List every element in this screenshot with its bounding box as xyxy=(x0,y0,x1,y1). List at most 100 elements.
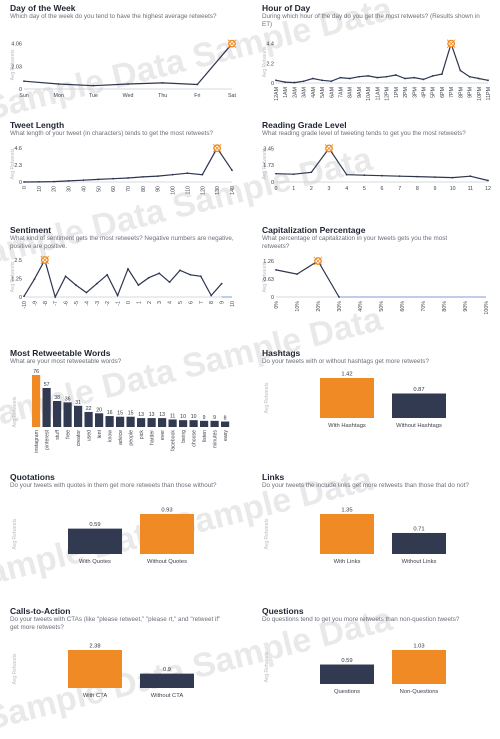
data-point xyxy=(127,177,129,179)
data-point xyxy=(275,268,277,271)
y-tick-label: 4.06 xyxy=(11,42,22,48)
panel-title: Day of the Week xyxy=(10,3,76,13)
y-tick-label: 0 xyxy=(271,180,274,186)
word-bar xyxy=(42,388,51,427)
comparison-bar xyxy=(140,673,194,688)
word-bar xyxy=(210,420,219,427)
word-label: minutes xyxy=(213,430,219,449)
y-tick-label: 0 xyxy=(19,180,22,186)
x-tick-label: 60 xyxy=(111,186,117,192)
x-tick-label: Sun xyxy=(19,93,28,99)
panel-subtitle: What percentage of capitalization in you… xyxy=(262,235,448,250)
data-point xyxy=(168,281,171,284)
comparison-bar-label: With CTA xyxy=(83,693,108,699)
data-point xyxy=(137,284,140,287)
panel-subtitle: During which hour of the day do you get … xyxy=(262,13,480,28)
x-tick-label: 11 xyxy=(468,186,474,192)
x-tick-label: 0 xyxy=(126,301,132,304)
data-point xyxy=(469,175,472,178)
panel-capitalization: Capitalization Percentage What percentag… xyxy=(262,225,492,335)
comparison-bar-value: 0.59 xyxy=(341,658,352,664)
x-tick-label: -9 xyxy=(32,301,38,306)
x-tick-label: 8PM xyxy=(458,87,464,98)
x-tick-label: 4 xyxy=(168,301,174,304)
series-line xyxy=(23,43,233,87)
x-tick-label: 70 xyxy=(126,186,132,192)
retweetable-words-chart: Avg Retweets 76 instagram 57 pinterest 38 stuf… xyxy=(12,369,230,453)
word-bar-value: 9 xyxy=(213,415,216,421)
panel-subtitle: What kind of sentiment gets the most ret… xyxy=(10,235,234,250)
x-tick-label: -2 xyxy=(105,301,111,306)
y-axis-label: Avg Retweets xyxy=(264,382,270,413)
word-bar xyxy=(105,416,114,427)
data-point xyxy=(196,83,199,86)
panel-subtitle: Which day of the week do you tend to hav… xyxy=(10,13,217,20)
x-tick-label: 90 xyxy=(156,186,162,192)
word-bar-value: 9 xyxy=(203,415,206,421)
x-tick-label: 6AM xyxy=(329,87,335,98)
x-tick-label: 0% xyxy=(274,301,280,309)
word-bar-value: 15 xyxy=(117,411,123,417)
panel-title: Capitalization Percentage xyxy=(262,225,366,235)
data-point xyxy=(385,75,388,78)
y-axis-label: Avg Retweets xyxy=(262,261,268,292)
data-point xyxy=(147,276,150,279)
panel-subtitle: Do your tweets with CTAs (like "please r… xyxy=(10,616,221,631)
x-tick-label: -7 xyxy=(53,301,59,306)
word-bar-value: 13 xyxy=(159,412,165,418)
comparison-bar-label: With Quotes xyxy=(79,559,111,565)
word-bar xyxy=(95,413,104,427)
word-label: ever xyxy=(160,430,166,440)
x-tick-label: -5 xyxy=(74,301,80,306)
y-tick-label: 2.03 xyxy=(11,64,22,70)
x-tick-label: 4 xyxy=(345,186,348,192)
x-tick-label: 10 xyxy=(450,186,456,192)
data-point xyxy=(116,294,119,297)
word-bar xyxy=(116,416,125,427)
comparison-bar xyxy=(68,528,122,554)
y-tick-label: 4.6 xyxy=(14,146,22,152)
word-label: facebook xyxy=(171,430,177,451)
panel-subtitle: What length of your tweet (in characters… xyxy=(10,130,213,137)
word-label: stuff xyxy=(55,429,61,439)
y-axis-label: Avg Retweets xyxy=(264,651,270,682)
data-point xyxy=(345,173,348,176)
panel-title: Quotations xyxy=(10,472,55,482)
comparison-bar-value: 1.35 xyxy=(341,508,352,514)
y-tick-label: 4.4 xyxy=(266,42,274,48)
comparison-bar xyxy=(392,532,446,554)
comparison-bar-value: 1.42 xyxy=(341,372,352,378)
x-tick-label: 0 xyxy=(22,186,28,189)
data-point xyxy=(441,73,443,75)
y-tick-label: 1.26 xyxy=(263,259,274,265)
x-tick-label: -10 xyxy=(22,301,28,309)
x-tick-label: 30 xyxy=(67,186,73,192)
data-point xyxy=(338,296,340,298)
x-tick-label: 140 xyxy=(230,186,236,195)
word-label: choose xyxy=(192,430,198,447)
x-tick-label: 11AM xyxy=(375,87,381,100)
x-tick-label: 8AM xyxy=(348,87,354,98)
x-tick-label: 9AM xyxy=(357,87,363,98)
x-tick-label: 1 xyxy=(292,186,295,192)
x-tick-label: 10 xyxy=(230,301,236,307)
data-point xyxy=(394,74,397,76)
data-point xyxy=(82,179,85,182)
comparison-bar xyxy=(320,514,374,554)
y-tick-label: 0 xyxy=(19,87,22,93)
x-tick-label: 7 xyxy=(199,301,205,304)
x-tick-label: 40% xyxy=(358,301,364,312)
word-bar xyxy=(84,411,93,427)
data-point xyxy=(54,296,57,298)
x-tick-label: 12PM xyxy=(385,87,391,101)
data-point xyxy=(363,174,366,177)
x-tick-label: 8 xyxy=(209,301,215,304)
data-point xyxy=(348,77,351,80)
x-tick-label: -4 xyxy=(84,301,90,306)
word-bar xyxy=(189,420,198,427)
y-axis-label: Avg Retweets xyxy=(262,46,268,77)
y-axis-label: Avg Retweets xyxy=(10,261,16,292)
y-axis-label: Avg Retweets xyxy=(10,49,16,80)
x-tick-label: 7PM xyxy=(449,87,455,98)
